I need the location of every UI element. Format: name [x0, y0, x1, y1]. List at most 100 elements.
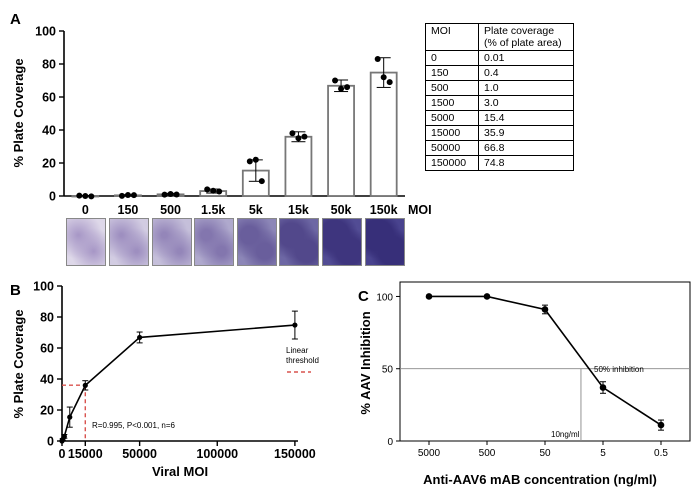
y-tick-label-b: 60	[40, 342, 54, 356]
y-axis-title-b: % Plate Coverage	[11, 309, 26, 418]
data-point	[161, 191, 168, 198]
y-axis-title-c: % AAV Inhibition	[358, 311, 373, 414]
data-point	[216, 188, 223, 195]
data-point-b	[137, 334, 143, 341]
x-axis-title-c: Anti-AAV6 mAB concentration (ng/ml)	[423, 472, 657, 487]
table-cell-coverage: 35.9	[478, 125, 574, 141]
well-image	[322, 218, 363, 266]
data-point	[210, 187, 217, 194]
data-point-b	[292, 322, 298, 328]
data-point	[173, 191, 180, 198]
x-tick-label-c: 0.5	[654, 448, 668, 459]
x-tick-label-a: 5k	[249, 203, 263, 217]
series-line-c	[429, 295, 662, 426]
data-point-c	[541, 306, 549, 313]
well-image	[108, 218, 149, 266]
table-cell-coverage: 3.0	[478, 95, 574, 111]
table-cell-moi: 150000	[425, 155, 479, 171]
table-cell-moi: 1500	[425, 95, 479, 111]
data-point	[130, 192, 137, 199]
y-tick-label-a: 20	[42, 157, 56, 171]
bar	[284, 135, 313, 197]
data-point	[204, 186, 211, 193]
table-cell-moi: 15000	[425, 125, 479, 141]
y-tick-label-a: 40	[42, 124, 56, 138]
data-point	[88, 193, 95, 200]
data-point	[258, 178, 265, 185]
x-tick-label-a: 150k	[370, 203, 398, 217]
data-point-c	[483, 293, 491, 300]
x-tick-label-c: 500	[479, 448, 496, 459]
data-point	[124, 192, 131, 199]
data-point	[374, 56, 381, 63]
inhibition-label: 50% inhibition	[594, 365, 644, 374]
y-tick-label-b: 80	[40, 311, 54, 325]
y-tick-label-b: 20	[40, 404, 54, 418]
data-point	[344, 84, 351, 91]
table-header-coverage: Plate coverage (% of plate area)	[478, 23, 574, 51]
panel-a-bar-chart: 0 20 40 60 80 100 % Plate Coverage 0 150 500 1.5k 5…	[11, 25, 432, 218]
table-header-moi: MOI	[425, 23, 479, 51]
x-tick-label-b: 15000	[68, 447, 103, 461]
table-cell-moi: 150	[425, 65, 479, 81]
data-point-c	[425, 293, 433, 300]
table-row: 50000 66.8	[425, 140, 574, 156]
well-image	[364, 218, 405, 266]
panel-c-inhibition-chart: 0 50 100 5000 500 50 5 0.5 % AAV Inhibition Anti-…	[358, 281, 691, 487]
x-tick-label-a: 1.5k	[201, 203, 225, 217]
table-cell-coverage: 66.8	[478, 140, 574, 156]
table-cell-coverage: 74.8	[478, 155, 574, 171]
table-row: 1500 3.0	[425, 95, 574, 111]
table-row: 150000 74.8	[425, 155, 574, 171]
data-point	[252, 156, 259, 163]
x-tick-label-b: 0	[59, 447, 66, 461]
table-header-coverage-text: Plate coverage (% of plate area)	[484, 25, 562, 49]
data-point	[246, 158, 253, 165]
well-image	[236, 218, 277, 266]
data-point	[380, 74, 387, 81]
well-image	[151, 218, 192, 266]
data-point	[338, 85, 345, 92]
table-header-row: MOI Plate coverage (% of plate area)	[425, 23, 574, 51]
data-point-c	[599, 384, 607, 391]
x-tick-label-c: 5	[600, 448, 606, 459]
data-point	[82, 193, 89, 199]
data-point	[386, 79, 393, 86]
x-tick-label-b: 150000	[274, 447, 316, 461]
data-point-c	[657, 421, 665, 429]
x-tick-label-a: 50k	[331, 203, 352, 217]
x-tick-label-a: 500	[160, 203, 181, 217]
table-row: 15000 35.9	[425, 125, 574, 141]
x-tick-label-b: 50000	[122, 447, 157, 461]
y-tick-label-b: 0	[47, 435, 54, 449]
table-row: 0 0.01	[425, 50, 574, 66]
y-tick-label-c: 0	[387, 437, 393, 448]
panel-label-a: A	[10, 11, 21, 28]
table-row: 5000 15.4	[425, 110, 574, 126]
table-row: 500 1.0	[425, 80, 574, 96]
data-point-b	[67, 414, 73, 420]
y-tick-label-b: 100	[33, 280, 54, 294]
data-point	[301, 133, 308, 140]
data-point	[332, 77, 339, 84]
moi-coverage-table: MOI Plate coverage (% of plate area) 0 0.…	[425, 23, 574, 171]
x-tick-label-b: 100000	[196, 447, 238, 461]
x-tick-label-a: 15k	[288, 203, 309, 217]
legend-label-line1: Linear	[286, 346, 309, 355]
panel-label-c: C	[358, 288, 369, 305]
y-axis-title-a: % Plate Coverage	[11, 58, 26, 167]
table-cell-moi: 50000	[425, 140, 479, 156]
bar	[369, 71, 398, 197]
x-tick-label-a: 150	[118, 203, 139, 217]
table-cell-coverage: 0.01	[478, 50, 574, 66]
y-tick-label-c: 100	[376, 292, 393, 303]
table-cell-moi: 5000	[425, 110, 479, 126]
x-tick-label-c: 50	[539, 448, 551, 459]
data-point	[76, 192, 83, 199]
y-tick-label-a: 100	[35, 25, 56, 39]
panel-label-b: B	[10, 282, 21, 299]
well-image	[66, 218, 107, 266]
y-tick-label-a: 60	[42, 91, 56, 105]
